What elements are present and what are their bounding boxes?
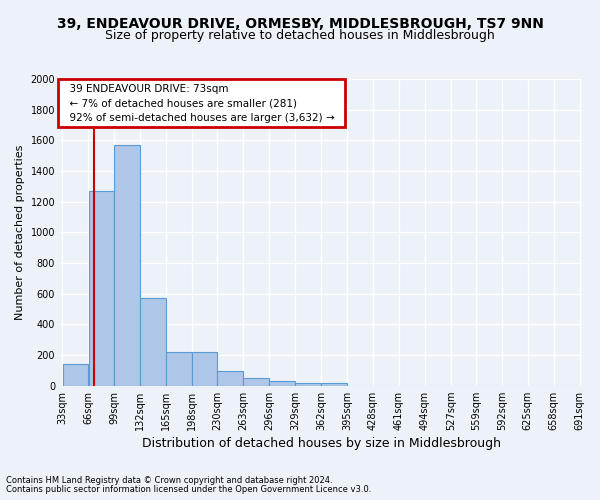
Bar (217, 371, 243, 386)
Y-axis label: Number of detached properties: Number of detached properties (15, 144, 25, 320)
Text: Size of property relative to detached houses in Middlesbrough: Size of property relative to detached ho… (105, 29, 495, 42)
Bar (321, 382, 347, 386)
Bar (62, 364, 88, 386)
Bar (115, 145, 140, 386)
Bar (166, 352, 192, 386)
Bar (244, 378, 269, 386)
Text: 39, ENDEAVOUR DRIVE, ORMESBY, MIDDLESBROUGH, TS7 9NN: 39, ENDEAVOUR DRIVE, ORMESBY, MIDDLESBRO… (56, 18, 544, 32)
Bar (193, 352, 217, 386)
Bar (295, 382, 321, 386)
Bar (89, 191, 114, 386)
Text: 39 ENDEAVOUR DRIVE: 73sqm
  ← 7% of detached houses are smaller (281)
  92% of s: 39 ENDEAVOUR DRIVE: 73sqm ← 7% of detach… (62, 84, 341, 123)
Text: Contains HM Land Registry data © Crown copyright and database right 2024.: Contains HM Land Registry data © Crown c… (6, 476, 332, 485)
Bar (269, 381, 295, 386)
X-axis label: Distribution of detached houses by size in Middlesbrough: Distribution of detached houses by size … (142, 437, 500, 450)
Bar (140, 298, 166, 386)
Text: Contains public sector information licensed under the Open Government Licence v3: Contains public sector information licen… (6, 485, 371, 494)
